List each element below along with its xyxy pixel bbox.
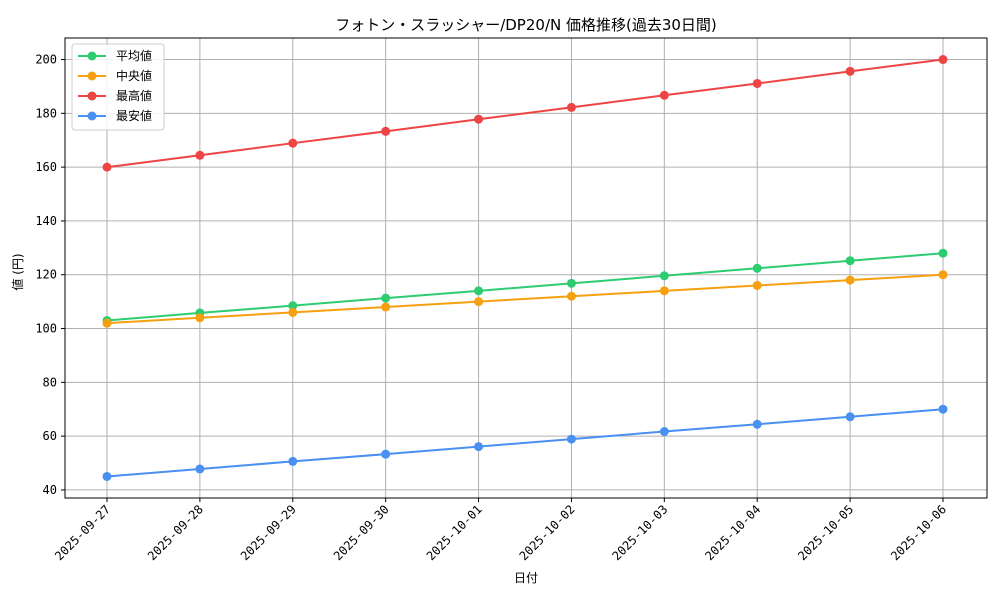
chart-title: フォトン・スラッシャー/DP20/N 価格推移(過去30日間) (335, 16, 717, 34)
legend-box (71, 43, 165, 131)
grid (65, 38, 987, 498)
series-layer (102, 55, 948, 481)
data-point (381, 449, 391, 459)
series-line (106, 273, 944, 325)
data-point (288, 301, 298, 311)
legend-label: 最高値 (116, 88, 152, 103)
data-point (102, 162, 112, 172)
data-point (566, 278, 576, 288)
data-point (659, 286, 669, 296)
data-point (566, 102, 576, 112)
data-point (288, 456, 298, 466)
legend-label: 最安値 (116, 108, 152, 123)
y-tick-label: 120 (35, 268, 57, 282)
x-tick-label: 2025-10-01 (424, 502, 485, 563)
legend-swatch-marker (87, 91, 97, 101)
axes: 2025-09-27 2025-09-28 2025-09-29 2025-09-30… (35, 53, 949, 564)
x-tick-label: 2025-10-02 (517, 502, 578, 563)
series-中央値 (102, 270, 948, 328)
x-tick-label: 2025-10-05 (795, 502, 856, 563)
x-tick-label: 2025-09-28 (145, 502, 206, 563)
y-tick-label: 60 (43, 429, 57, 443)
x-tick-label: 2025-10-04 (702, 502, 763, 563)
legend-label: 中央値 (116, 68, 152, 83)
data-point (752, 263, 762, 273)
series-line (106, 252, 944, 322)
series-最高値 (102, 55, 948, 172)
legend-item: 平均値 (78, 48, 152, 63)
plot-frame (64, 37, 988, 499)
data-point (752, 78, 762, 88)
data-point (938, 404, 948, 414)
data-point (659, 90, 669, 100)
y-axis-label: 値 (円) (10, 253, 25, 290)
legend-item: 中央値 (78, 68, 152, 83)
legend-item: 最安値 (78, 108, 152, 123)
data-point (474, 114, 484, 124)
legend-swatch-marker (87, 111, 97, 121)
legend-swatch-marker (87, 51, 97, 61)
data-point (752, 419, 762, 429)
data-point (288, 307, 298, 317)
series-平均値 (102, 248, 948, 325)
data-point (474, 286, 484, 296)
data-point (938, 55, 948, 65)
data-point (195, 313, 205, 323)
data-point (381, 293, 391, 303)
x-tick-label: 2025-10-03 (609, 502, 670, 563)
y-tick-label: 100 (35, 322, 57, 336)
data-point (938, 270, 948, 280)
y-tick-label: 40 (43, 483, 57, 497)
data-point (102, 318, 112, 328)
x-tick-label: 2025-09-27 (52, 502, 113, 563)
legend-swatch-marker (87, 71, 97, 81)
series-line (106, 408, 944, 478)
x-tick-label: 2025-10-06 (888, 502, 949, 563)
data-point (474, 442, 484, 452)
y-tick-label: 200 (35, 53, 57, 67)
data-point (659, 427, 669, 437)
x-tick-label: 2025-09-30 (331, 502, 392, 563)
series-最安値 (102, 404, 948, 481)
y-tick-label: 180 (35, 106, 57, 120)
series-line (106, 58, 944, 169)
data-point (195, 464, 205, 474)
legend-label: 平均値 (116, 48, 152, 63)
x-axis-label: 日付 (514, 571, 538, 585)
y-tick-label: 140 (35, 214, 57, 228)
data-point (845, 412, 855, 422)
data-point (474, 297, 484, 307)
data-point (659, 271, 669, 281)
data-point (845, 275, 855, 285)
data-point (381, 302, 391, 312)
data-point (938, 248, 948, 258)
y-tick-label: 80 (43, 375, 57, 389)
data-point (381, 126, 391, 136)
data-point (566, 434, 576, 444)
data-point (102, 471, 112, 481)
data-point (845, 256, 855, 266)
legend-item: 最高値 (78, 88, 152, 103)
data-point (566, 291, 576, 301)
data-point (195, 150, 205, 160)
data-point (752, 280, 762, 290)
x-tick-label: 2025-09-29 (238, 502, 299, 563)
data-point (288, 138, 298, 148)
y-tick-label: 160 (35, 160, 57, 174)
data-point (845, 66, 855, 76)
